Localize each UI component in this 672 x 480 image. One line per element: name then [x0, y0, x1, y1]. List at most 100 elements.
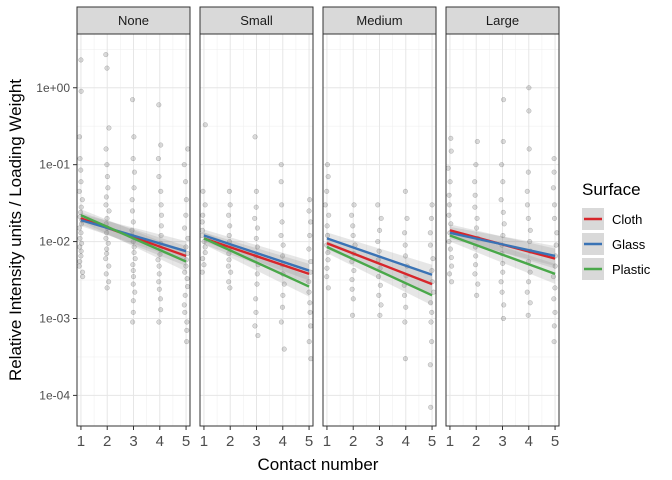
- data-point: [351, 268, 357, 274]
- data-point: [525, 312, 531, 318]
- data-point: [326, 212, 332, 218]
- data-point: [377, 312, 383, 318]
- data-point: [524, 188, 530, 194]
- x-tick-label: 5: [182, 433, 190, 450]
- data-point: [254, 244, 260, 250]
- data-point: [104, 246, 110, 252]
- confidence-band: [80, 209, 187, 272]
- data-point: [428, 319, 434, 325]
- data-point: [157, 296, 164, 302]
- data-point: [156, 263, 162, 269]
- data-point: [253, 235, 259, 241]
- y-axis: 1e+00 1e-01 1e-02 1e-03 1e-04: [36, 81, 77, 402]
- data-point: [279, 202, 285, 208]
- data-point: [448, 135, 454, 141]
- x-tick-label: 2: [472, 433, 480, 450]
- data-point: [225, 263, 231, 269]
- data-point: [158, 142, 164, 148]
- data-point: [429, 339, 435, 345]
- data-point: [402, 319, 408, 325]
- data-point: [183, 263, 189, 269]
- data-point: [129, 197, 135, 203]
- data-point: [280, 242, 286, 248]
- data-point: [445, 165, 451, 171]
- legend-title: Surface: [582, 180, 641, 199]
- data-point: [78, 88, 84, 94]
- data-point: [351, 202, 357, 208]
- data-point: [104, 230, 110, 236]
- data-point: [552, 263, 558, 269]
- data-point: [324, 223, 330, 229]
- facet-panel-none: None 1 2 3 4 5: [76, 6, 191, 450]
- data-point: [104, 174, 110, 180]
- data-point: [474, 138, 480, 145]
- data-point: [501, 221, 507, 227]
- data-point: [427, 230, 433, 236]
- data-point: [324, 265, 330, 271]
- data-point: [551, 169, 557, 175]
- data-point: [156, 102, 162, 108]
- data-point: [103, 271, 109, 277]
- data-point: [430, 256, 436, 262]
- data-point: [375, 202, 381, 208]
- data-point: [551, 215, 558, 221]
- confidence-band: [449, 224, 556, 269]
- x-tick-label: 4: [156, 433, 164, 450]
- x-tick-label: 4: [402, 433, 410, 450]
- data-point: [253, 309, 259, 315]
- data-point: [525, 169, 531, 175]
- data-point: [551, 296, 557, 302]
- data-point: [325, 174, 331, 180]
- data-point: [252, 323, 258, 329]
- data-point: [155, 257, 161, 263]
- legend-item-glass: Glass: [582, 233, 646, 255]
- data-point: [306, 289, 312, 295]
- data-point: [226, 250, 232, 257]
- data-point: [129, 208, 136, 214]
- confidence-band: [326, 232, 433, 285]
- data-point: [350, 232, 356, 239]
- data-point: [130, 268, 136, 274]
- data-point: [78, 248, 84, 254]
- data-point: [200, 212, 206, 218]
- data-point: [349, 312, 356, 318]
- data-point: [279, 219, 285, 225]
- data-point: [76, 263, 82, 269]
- data-point: [446, 202, 452, 208]
- data-point: [183, 197, 189, 203]
- data-point: [306, 279, 312, 285]
- data-point: [158, 212, 165, 218]
- data-point: [324, 274, 330, 280]
- data-point: [525, 215, 531, 221]
- data-point: [500, 260, 506, 266]
- data-point: [402, 356, 408, 362]
- data-point: [226, 279, 232, 285]
- x-tick-label: 5: [428, 433, 436, 450]
- data-point: [227, 285, 233, 291]
- data-point: [104, 162, 110, 168]
- y-tick-label: 1e-03: [39, 311, 70, 325]
- facet-panel-medium: Medium 1 2 3 4 5: [322, 6, 437, 450]
- data-point: [324, 188, 330, 194]
- trend-line-plastic: [80, 214, 187, 263]
- data-point: [106, 279, 112, 285]
- data-point: [448, 221, 454, 227]
- data-point: [308, 323, 314, 329]
- data-point: [105, 240, 111, 246]
- x-tick-label: 5: [305, 433, 313, 450]
- data-point: [448, 148, 454, 154]
- data-point: [325, 257, 331, 263]
- data-point: [402, 242, 408, 248]
- legend-items: Cloth Glass Plastic: [582, 208, 651, 280]
- data-point: [103, 146, 109, 152]
- data-point: [131, 185, 137, 191]
- data-point: [377, 282, 383, 288]
- data-point: [103, 194, 109, 200]
- data-point: [106, 208, 112, 214]
- data-point: [378, 215, 384, 221]
- data-point: [77, 156, 83, 162]
- data-point: [472, 204, 478, 210]
- data-point: [254, 271, 260, 277]
- facet-label: Large: [486, 13, 519, 28]
- data-point: [77, 244, 83, 250]
